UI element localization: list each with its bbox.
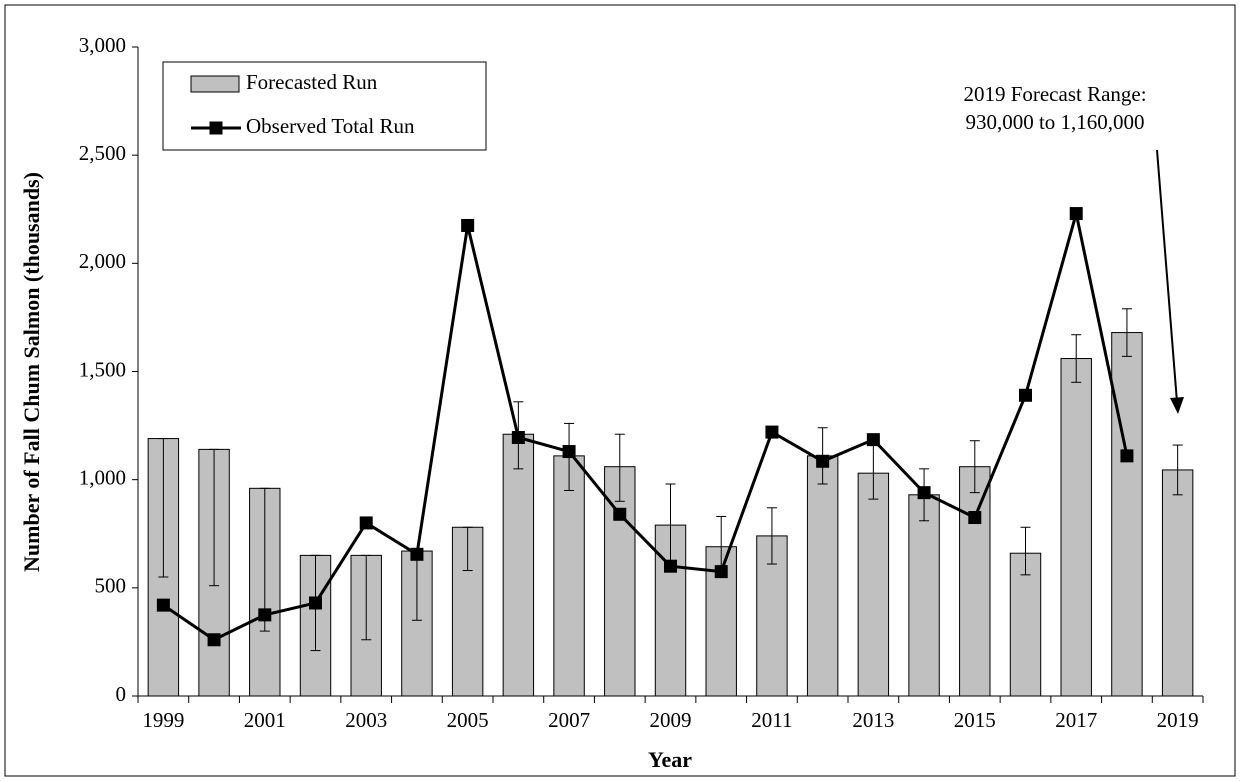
bar [1111, 332, 1143, 697]
x-tick-label: 2017 [1055, 708, 1097, 732]
legend-label: Observed Total Run [246, 114, 415, 138]
y-tick-label: 0 [116, 682, 127, 706]
line [162, 213, 1129, 642]
legend-marker [209, 121, 223, 135]
x-tick-label: 2007 [548, 708, 590, 732]
marker [765, 425, 779, 439]
legend-label: Forecasted Run [246, 70, 378, 94]
marker [511, 430, 525, 444]
marker [309, 596, 322, 610]
bar [502, 433, 535, 697]
marker [410, 547, 424, 561]
y-axis-title: Number of Fall Chum Salmon (thousands) [19, 172, 44, 572]
x-tick-label: 2009 [650, 708, 692, 732]
x-tick-label: 2001 [244, 708, 286, 732]
marker [968, 511, 982, 525]
x-tick-label: 1999 [142, 708, 184, 732]
bar [553, 455, 585, 697]
x-tick-label: 2013 [852, 708, 894, 732]
y-tick-label: 1,000 [79, 465, 126, 489]
y-tick-label: 500 [95, 574, 127, 598]
arrow-head [1170, 397, 1184, 414]
marker [359, 516, 373, 530]
x-tick-label: 2015 [954, 708, 996, 732]
legend-swatch [190, 75, 240, 93]
annotation-arrow [1156, 149, 1178, 403]
marker [1120, 449, 1134, 463]
marker [714, 565, 728, 579]
bar [1009, 552, 1042, 697]
x-tick-label: 2019 [1157, 708, 1199, 732]
bar [857, 472, 890, 697]
y-tick-label: 3,000 [79, 33, 126, 57]
bar [959, 466, 991, 697]
x-tick-label: 2003 [345, 708, 387, 732]
marker [664, 559, 677, 573]
marker [1019, 388, 1032, 402]
marker [816, 454, 830, 468]
y-tick-label: 1,500 [79, 357, 126, 381]
x-tick-label: 2005 [447, 708, 489, 732]
y-tick-label: 2,500 [79, 141, 126, 165]
marker [1069, 207, 1083, 221]
marker [207, 633, 221, 647]
bar [908, 494, 940, 697]
annotation: 2019 Forecast Range: [963, 82, 1146, 106]
y-tick-label: 2,000 [79, 249, 126, 273]
marker [461, 218, 475, 232]
x-axis-title: Year [648, 747, 692, 772]
marker [866, 433, 880, 447]
marker [258, 608, 272, 622]
marker [156, 598, 170, 612]
annotation: 930,000 to 1,160,000 [965, 110, 1144, 134]
marker [917, 486, 931, 500]
bar [604, 466, 636, 697]
x-tick-label: 2011 [751, 708, 792, 732]
marker [613, 507, 627, 521]
bar [806, 455, 839, 697]
bar [1060, 358, 1092, 697]
marker [562, 445, 576, 459]
bar [1161, 469, 1194, 697]
